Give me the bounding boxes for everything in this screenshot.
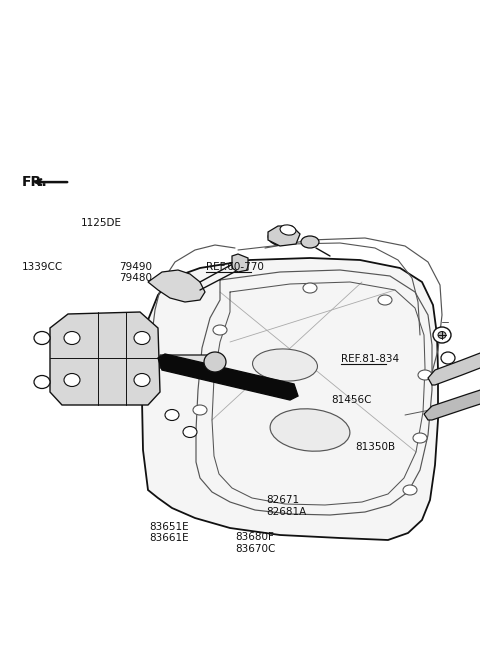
Ellipse shape: [183, 426, 197, 438]
Text: 81456C: 81456C: [331, 394, 372, 405]
Ellipse shape: [64, 331, 80, 345]
Ellipse shape: [193, 405, 207, 415]
Text: 83680F: 83680F: [235, 532, 274, 542]
Polygon shape: [428, 344, 480, 385]
Ellipse shape: [213, 325, 227, 335]
Polygon shape: [148, 270, 205, 302]
Ellipse shape: [403, 485, 417, 495]
Ellipse shape: [301, 236, 319, 248]
Polygon shape: [142, 258, 438, 540]
Text: 83670C: 83670C: [235, 544, 276, 554]
Text: 82681A: 82681A: [266, 507, 307, 517]
Ellipse shape: [438, 331, 446, 339]
Ellipse shape: [134, 331, 150, 345]
Polygon shape: [424, 376, 480, 420]
Text: 79490: 79490: [119, 262, 152, 272]
Ellipse shape: [433, 327, 451, 343]
Text: FR.: FR.: [22, 175, 48, 189]
Text: REF.81-834: REF.81-834: [341, 354, 399, 364]
Ellipse shape: [34, 331, 50, 345]
Polygon shape: [232, 254, 248, 272]
Ellipse shape: [134, 373, 150, 386]
Ellipse shape: [280, 225, 296, 235]
Text: 81350B: 81350B: [355, 441, 396, 452]
Text: 79480: 79480: [119, 273, 152, 284]
Text: 83661E: 83661E: [149, 533, 189, 544]
Ellipse shape: [34, 375, 50, 388]
Ellipse shape: [64, 373, 80, 386]
Text: REF.60-770: REF.60-770: [206, 262, 264, 272]
Polygon shape: [50, 312, 160, 405]
Ellipse shape: [303, 283, 317, 293]
Text: 83651E: 83651E: [149, 521, 189, 532]
Polygon shape: [158, 354, 298, 400]
Ellipse shape: [378, 295, 392, 305]
Text: 1339CC: 1339CC: [22, 262, 63, 272]
Ellipse shape: [204, 352, 226, 372]
Ellipse shape: [418, 370, 432, 380]
Ellipse shape: [268, 231, 288, 245]
Ellipse shape: [441, 352, 455, 364]
Ellipse shape: [165, 409, 179, 421]
Ellipse shape: [413, 433, 427, 443]
Text: 82671: 82671: [266, 495, 300, 506]
Ellipse shape: [252, 349, 317, 381]
Text: 1125DE: 1125DE: [81, 217, 121, 228]
Ellipse shape: [270, 409, 350, 451]
Polygon shape: [160, 355, 218, 368]
Polygon shape: [268, 226, 300, 246]
